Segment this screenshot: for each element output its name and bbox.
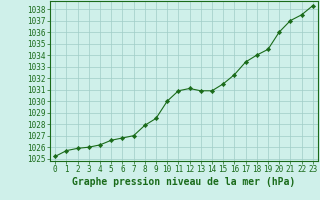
X-axis label: Graphe pression niveau de la mer (hPa): Graphe pression niveau de la mer (hPa) bbox=[72, 177, 296, 187]
